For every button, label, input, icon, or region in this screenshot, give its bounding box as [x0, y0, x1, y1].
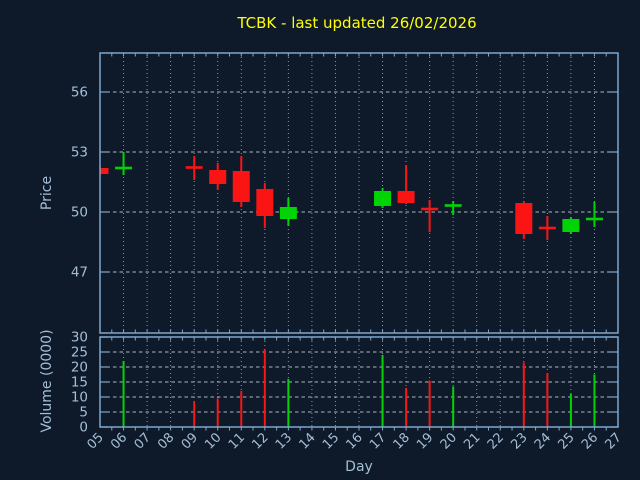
- day-tick-label: 14: [296, 430, 318, 452]
- day-tick-label: 22: [485, 430, 507, 452]
- candle-layer: [100, 152, 603, 240]
- volume-bar-day-24: [546, 373, 549, 427]
- day-tick-label: 17: [367, 430, 389, 452]
- day-tick-label: 18: [391, 430, 413, 452]
- day-tick-label: 09: [179, 430, 201, 452]
- price-tick-label: 53: [71, 145, 88, 161]
- day-tick-label: 24: [532, 430, 554, 452]
- price-axis-label: Price: [39, 176, 55, 210]
- candle-body: [279, 207, 297, 219]
- day-tick-label: 10: [202, 430, 224, 452]
- candle-body: [374, 191, 392, 206]
- volume-tick-label: 20: [71, 360, 88, 376]
- candle-body: [232, 171, 250, 202]
- volume-bar-day-09: [193, 401, 196, 427]
- volume-bar-day-20: [452, 386, 455, 427]
- day-tick-label: 08: [155, 430, 177, 452]
- day-tick-label: 21: [461, 430, 483, 452]
- candle-day-25: [562, 217, 580, 234]
- candle-day-24: [538, 216, 556, 240]
- day-tick-label: 23: [508, 430, 530, 452]
- candle-body: [115, 166, 133, 170]
- volume-bar-day-19: [428, 380, 431, 427]
- volume-tick-label: 30: [71, 330, 88, 346]
- candle-body: [515, 203, 533, 234]
- day-tick-label: 12: [249, 430, 271, 452]
- candle-body: [185, 166, 203, 169]
- volume-bar-day-26: [593, 374, 596, 427]
- axes-layer: [99, 52, 619, 431]
- day-tick-label: 20: [438, 430, 460, 452]
- volume-tick-label: 5: [79, 405, 88, 421]
- candle-body: [397, 191, 415, 203]
- candle-body: [562, 219, 580, 232]
- price-tick-label: 47: [71, 265, 88, 281]
- day-tick-label: 07: [132, 430, 154, 452]
- candle-day-13: [279, 198, 297, 226]
- day-tick-label: 25: [555, 430, 577, 452]
- candle-body: [100, 168, 109, 174]
- price-tick-label: 50: [71, 205, 88, 221]
- day-tick-label: 06: [108, 430, 130, 452]
- x-axis-label: Day: [345, 459, 373, 475]
- candle-day-18: [397, 165, 415, 204]
- candle-day-20: [444, 201, 462, 215]
- volume-bar-day-23: [522, 362, 525, 427]
- volume-bar-day-18: [405, 388, 408, 427]
- grid-layer: [100, 53, 618, 427]
- volume-bar-day-25: [569, 394, 572, 427]
- volume-bar-day-12: [263, 349, 266, 427]
- candle-day-09: [185, 156, 203, 180]
- volume-bar-day-13: [287, 379, 290, 427]
- day-tick-label: 26: [579, 430, 601, 452]
- candle-day-12: [256, 183, 274, 228]
- candle-body: [538, 226, 556, 230]
- candle-day-06: [115, 152, 133, 175]
- candle-day-05: [100, 167, 109, 175]
- candle-body: [444, 204, 462, 207]
- candle-body: [256, 189, 274, 216]
- volume-bar-day-11: [240, 391, 243, 427]
- chart-title: TCBK - last updated 26/02/2026: [236, 14, 476, 32]
- day-tick-label: 27: [603, 430, 625, 452]
- volume-axis-label: Volume (0000): [39, 329, 55, 432]
- candle-day-19: [421, 200, 439, 232]
- day-tick-label: 19: [414, 430, 436, 452]
- day-tick-label: 13: [273, 430, 295, 452]
- volume-tick-label: 25: [71, 345, 88, 361]
- candle-day-26: [585, 202, 603, 227]
- volume-bar-day-06: [122, 361, 125, 427]
- candle-day-23: [515, 202, 533, 239]
- day-tick-label: 11: [226, 430, 248, 452]
- candle-day-17: [374, 188, 392, 208]
- candle-body: [585, 217, 603, 221]
- volume-tick-label: 10: [71, 390, 88, 406]
- volume-layer: [122, 349, 596, 427]
- candle-body: [209, 170, 227, 184]
- price-tick-label: 56: [71, 85, 88, 101]
- volume-bar-day-10: [216, 398, 219, 427]
- candle-day-10: [209, 163, 227, 190]
- volume-tick-label: 15: [71, 375, 88, 391]
- candle-day-11: [232, 156, 250, 207]
- day-tick-label: 15: [320, 430, 342, 452]
- volume-bar-day-17: [381, 355, 384, 427]
- candle-body: [421, 207, 439, 211]
- day-tick-label: 16: [344, 430, 366, 452]
- volume-tick-label: 0: [79, 420, 88, 436]
